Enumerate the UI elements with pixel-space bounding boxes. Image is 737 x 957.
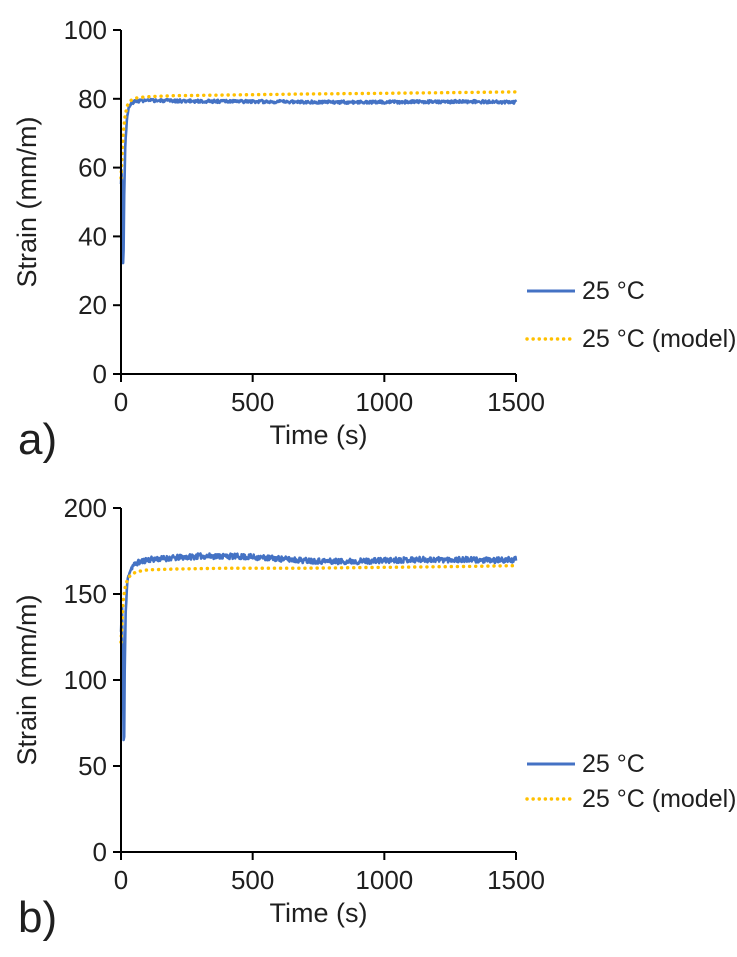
axes [120, 30, 516, 375]
panel-label: a) [18, 415, 57, 464]
legend-label-0: 25 °C [582, 277, 645, 305]
y-tick-label: 0 [93, 359, 107, 389]
panel-label: b) [18, 893, 57, 942]
x-tick-label: 0 [114, 865, 128, 895]
y-tick-label: 0 [93, 837, 107, 867]
y-tick-label: 100 [64, 15, 107, 45]
y-tick-label: 60 [78, 153, 107, 183]
y-tick-label: 150 [64, 579, 107, 609]
y-tick-label: 50 [78, 751, 107, 781]
x-tick-label: 500 [231, 387, 274, 417]
x-tick-label: 0 [114, 387, 128, 417]
x-axis-title: Time (s) [270, 420, 368, 450]
y-tick-label: 40 [78, 221, 107, 251]
legend-label-1: 25 °C (model) [582, 325, 737, 353]
series-line-0 [119, 552, 518, 742]
series-line-1 [119, 90, 517, 180]
x-tick-label: 1500 [487, 387, 545, 417]
series-line-0 [119, 97, 518, 265]
x-tick-label: 1000 [355, 865, 413, 895]
x-tick-label: 1000 [355, 387, 413, 417]
y-axis-title: Strain (mm/m) [12, 595, 42, 766]
y-axis-title: Strain (mm/m) [12, 117, 42, 288]
y-tick-label: 20 [78, 290, 107, 320]
y-tick-label: 100 [64, 665, 107, 695]
chart-b: 0 50 100 150 200 0 500 1000 1500 Strain (mm/m) Tim… [12, 493, 737, 942]
x-tick-label: 1500 [487, 865, 545, 895]
legend-label-0: 25 °C [582, 750, 645, 778]
y-tick-label: 80 [78, 84, 107, 114]
x-axis-title: Time (s) [270, 898, 368, 928]
panel-b: 0 50 100 150 200 0 500 1000 1500 Strain (mm/m) Tim… [0, 478, 737, 956]
series-line-1 [119, 563, 517, 644]
legend-label-1: 25 °C (model) [582, 785, 737, 813]
panel-a: 0 20 40 60 80 100 0 500 1000 1500 Strain (mm/m) Tim… [0, 0, 737, 478]
x-tick-label: 500 [231, 865, 274, 895]
y-tick-label: 200 [64, 493, 107, 523]
